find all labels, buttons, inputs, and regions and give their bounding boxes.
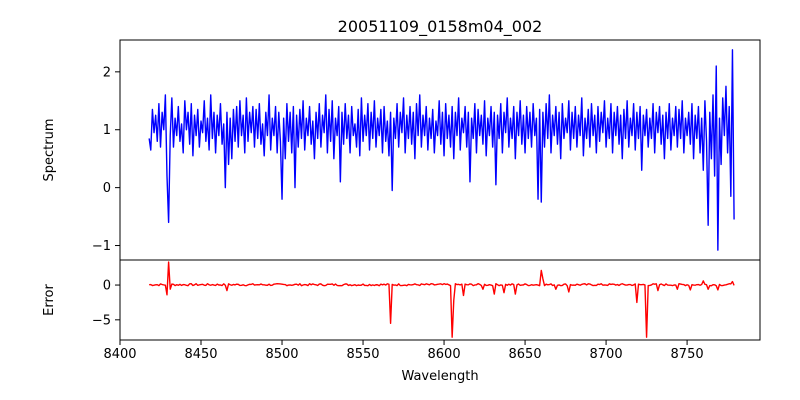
x-tick-label: 8650: [509, 347, 542, 362]
error-panel: 0 −5 Error: [42, 259, 761, 341]
x-tick-label: 8550: [346, 347, 379, 362]
spectrum-ylabel: Spectrum: [42, 119, 57, 182]
x-axis-label: Wavelength: [401, 369, 478, 384]
x-tick-label: 8500: [265, 347, 298, 362]
y-tick-label: 2: [103, 65, 111, 80]
y-tick-label: 0: [103, 181, 111, 196]
y-tick-label: −1: [92, 239, 111, 254]
error-axes-frame: [119, 259, 761, 341]
error-ylabel: Error: [42, 284, 57, 316]
x-tick-label: 8450: [184, 347, 217, 362]
y-tick-label: 0: [103, 279, 111, 294]
error-y-ticks: 0 −5: [92, 279, 120, 328]
y-tick-label: −5: [92, 313, 111, 328]
spectrum-series: [148, 49, 735, 251]
chart-title: 20051109_0158m04_002: [338, 17, 543, 37]
y-tick-label: 1: [103, 123, 111, 138]
x-tick-label: 8750: [671, 347, 704, 362]
x-tick-label: 8700: [590, 347, 623, 362]
error-series: [149, 261, 735, 338]
spectrum-line: [148, 49, 735, 251]
x-ticks: 8400 8450 8500 8550 8600 8650 8700 8750: [103, 340, 704, 362]
spectrum-panel: −1 0 1 2 Spectrum: [42, 39, 761, 261]
spectrum-y-ticks: −1 0 1 2: [92, 65, 120, 254]
x-tick-label: 8400: [103, 347, 136, 362]
error-line: [149, 261, 735, 338]
x-tick-label: 8600: [428, 347, 461, 362]
